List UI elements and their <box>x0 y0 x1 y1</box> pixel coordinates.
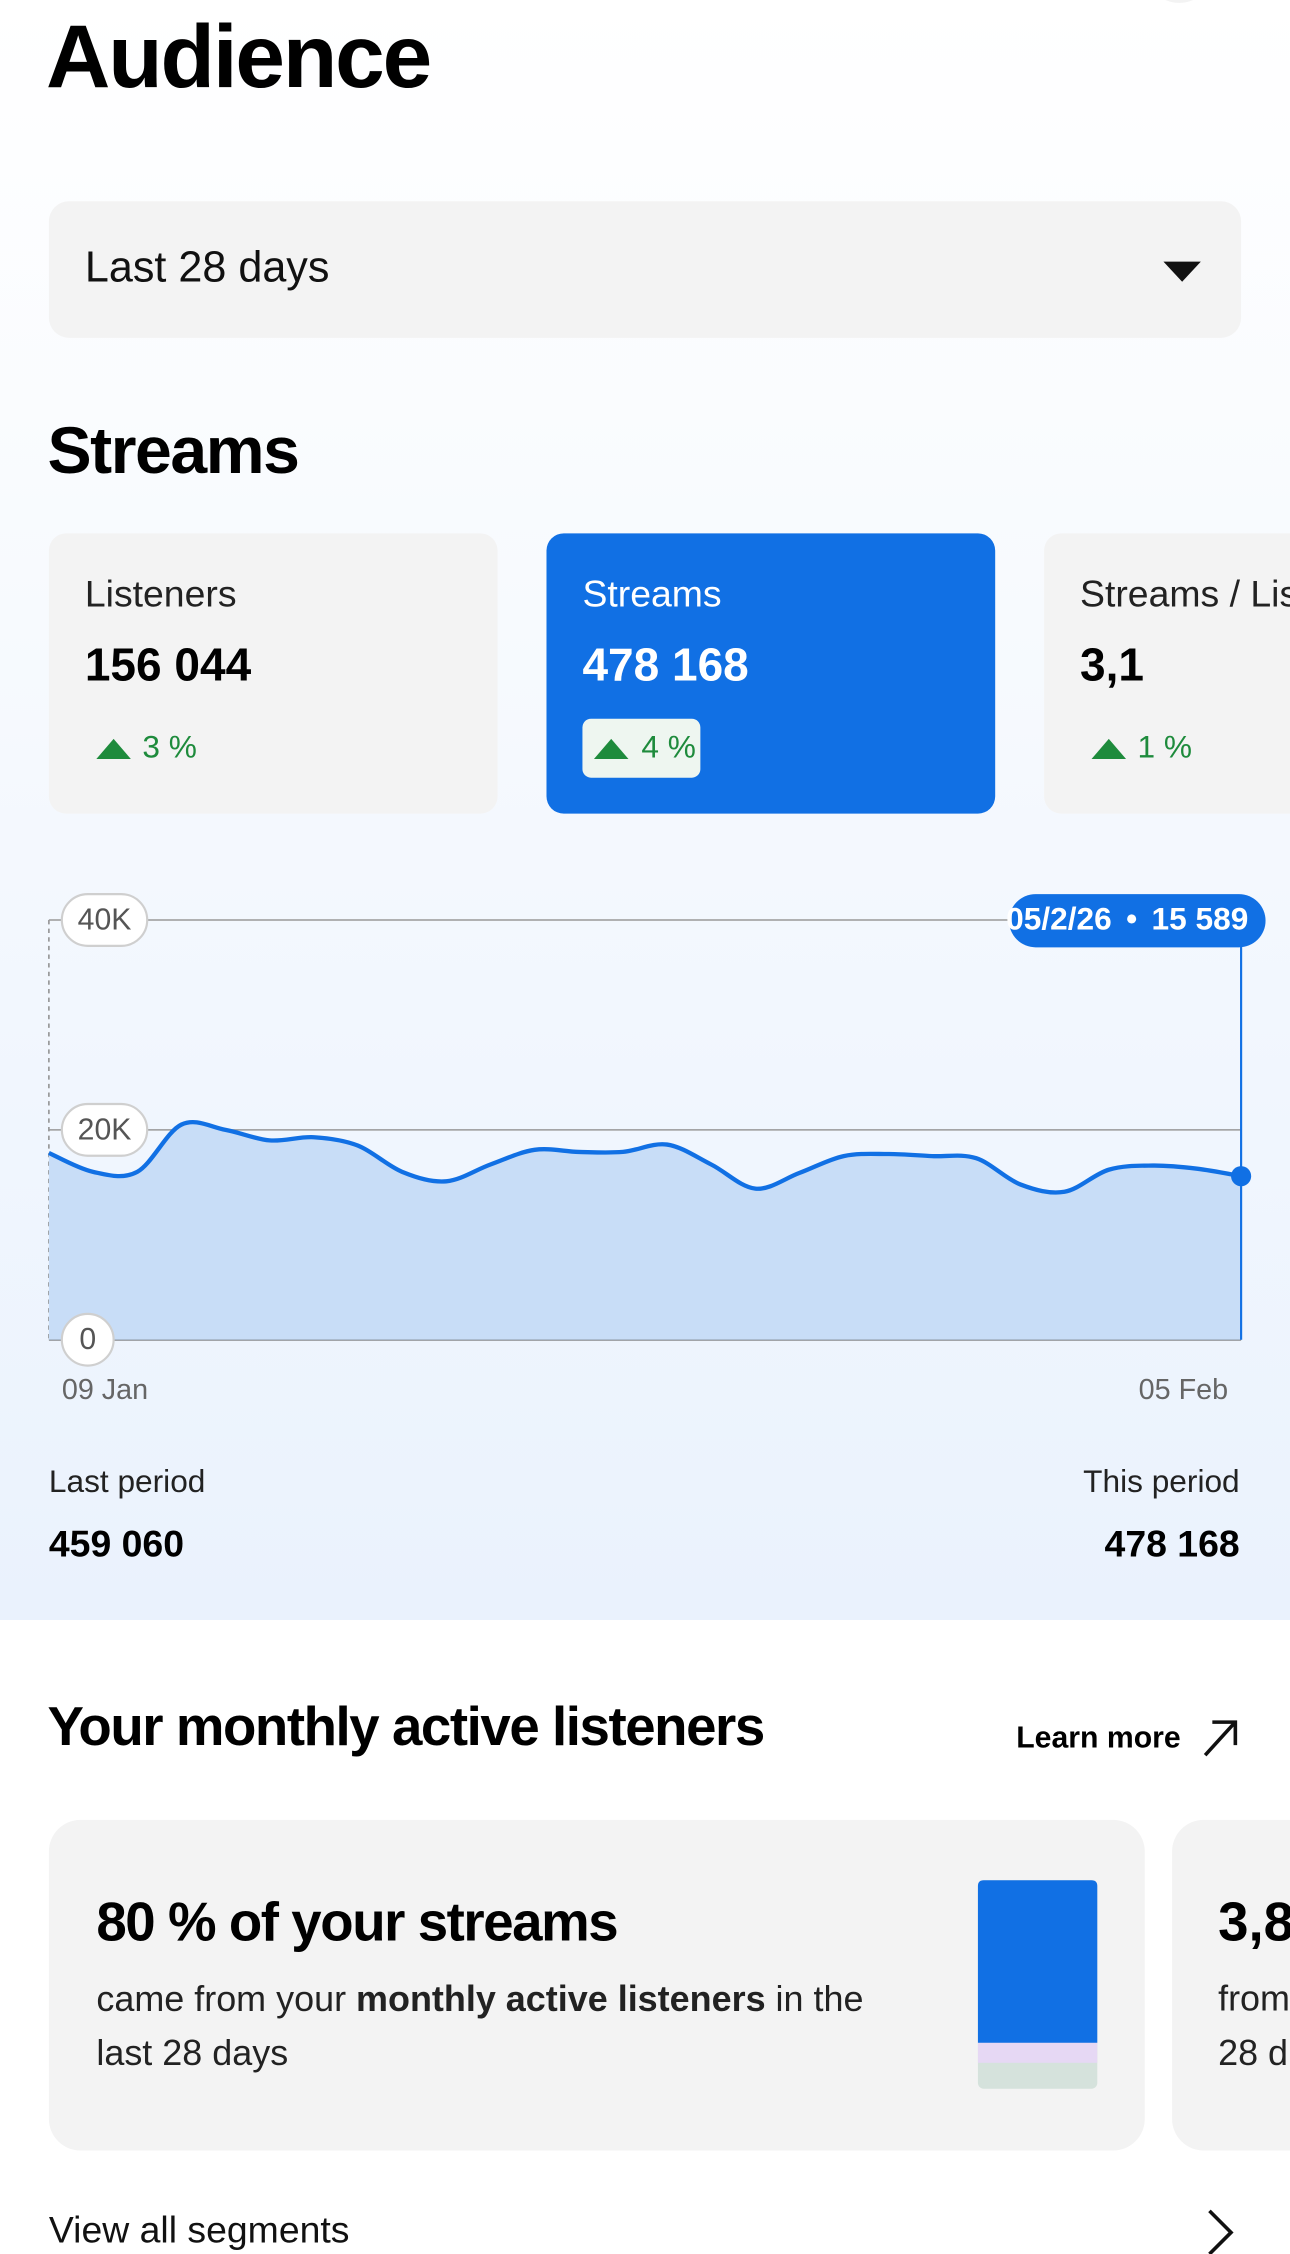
card-label: Streams / Lis <box>1080 572 1290 614</box>
learn-more-link[interactable]: Learn more <box>1016 1720 1238 1757</box>
segment-card[interactable]: 80 % of your streams came from your mont… <box>48 1819 1145 2151</box>
this-period-label: This period <box>1083 1463 1239 1499</box>
card-headline: 3,8 <box>1218 1892 1290 1953</box>
y-tick-label: 0 <box>79 1323 96 1356</box>
tooltip-pill <box>1009 894 1266 948</box>
tooltip-value: 15 589 <box>1152 901 1249 937</box>
link-text[interactable]: Learn more <box>1016 1721 1180 1754</box>
y-tick: 40K <box>60 893 149 947</box>
dropdown-caret <box>1163 261 1201 282</box>
area <box>48 1122 1242 1340</box>
up-arrow <box>96 738 131 759</box>
tooltip-date: 05/2/26 <box>1006 901 1112 937</box>
up-arrow <box>593 738 629 759</box>
y-tick: 0 <box>60 1312 115 1367</box>
card-value: 478 168 <box>582 639 748 691</box>
card-text: 28 d <box>1218 2032 1288 2073</box>
segment-card[interactable]: 3,8 from 28 d <box>1172 1819 1290 2151</box>
streams-chart: 0 20K 40K 09 Jan 05 Feb 05/2/26 • 15 589 <box>48 893 1266 1406</box>
this-period-value: 478 168 <box>1105 1523 1240 1565</box>
x-tick-label: 05 Feb <box>1139 1374 1229 1406</box>
tooltip: 05/2/26 • 15 589 <box>1006 894 1266 948</box>
card-value: 3,1 <box>1080 639 1144 691</box>
x-tick-label: 09 Jan <box>62 1374 148 1406</box>
line <box>48 1119 1242 1195</box>
section-heading: Streams <box>47 414 298 488</box>
dropdown-label: Last 28 days <box>85 244 330 292</box>
link-arrow <box>1203 1720 1238 1757</box>
tooltip-separator: • <box>1126 901 1137 937</box>
mini-bar-main <box>977 1880 1098 2043</box>
last-period-value: 459 060 <box>49 1523 184 1565</box>
y-tick: 20K <box>60 1102 149 1157</box>
card-text: last 28 days <box>96 2032 288 2073</box>
page-title: Audience <box>46 6 430 106</box>
tooltip-text: 05/2/26 • 15 589 <box>1006 901 1248 937</box>
card-text: came from your monthly active listeners … <box>96 1978 863 2019</box>
period-dropdown[interactable]: Last 28 days <box>48 201 1242 338</box>
last-period-label: Last period <box>49 1463 206 1499</box>
card-bg[interactable] <box>48 1819 1145 2151</box>
card-label: Streams <box>582 572 721 614</box>
y-tick-pill <box>60 1312 115 1367</box>
card-change: 4 % <box>641 728 696 764</box>
text-bold: monthly active listeners <box>356 1978 766 2019</box>
avatar[interactable] <box>1145 0 1214 3</box>
card-change: 3 % <box>142 728 197 764</box>
view-all-label[interactable]: View all segments <box>49 2208 350 2250</box>
card-text: from <box>1218 1978 1290 2019</box>
point <box>1231 1166 1252 1187</box>
card-bg[interactable] <box>48 533 498 814</box>
y-tick-pill <box>60 893 149 947</box>
metric-card[interactable]: Streams / Lis 3,1 1 % <box>1044 533 1290 814</box>
metric-card-selected[interactable]: Streams 478 168 4 % <box>546 533 996 814</box>
mini-bar-segment <box>977 2042 1098 2063</box>
y-tick-pill <box>60 1102 149 1157</box>
change-badge <box>582 718 701 778</box>
dropdown-box[interactable] <box>48 201 1242 338</box>
y-tick-label: 20K <box>78 1113 132 1146</box>
card-label: Listeners <box>85 572 237 614</box>
section-heading: Your monthly active listeners <box>47 1696 763 1757</box>
text-part: came from your <box>96 1978 356 2019</box>
metric-card[interactable]: Listeners 156 044 3 % <box>48 533 498 814</box>
up-arrow <box>1091 738 1127 759</box>
card-bg[interactable] <box>1172 1819 1290 2151</box>
card-headline: 80 % of your streams <box>96 1892 617 1953</box>
y-tick-label: 40K <box>78 903 132 936</box>
text-part: in the <box>766 1978 864 2019</box>
chevron <box>1208 2209 1234 2254</box>
view-all-row[interactable]: View all segments <box>49 2208 1234 2254</box>
card-change: 1 % <box>1138 728 1193 764</box>
card-value: 156 044 <box>85 639 252 691</box>
